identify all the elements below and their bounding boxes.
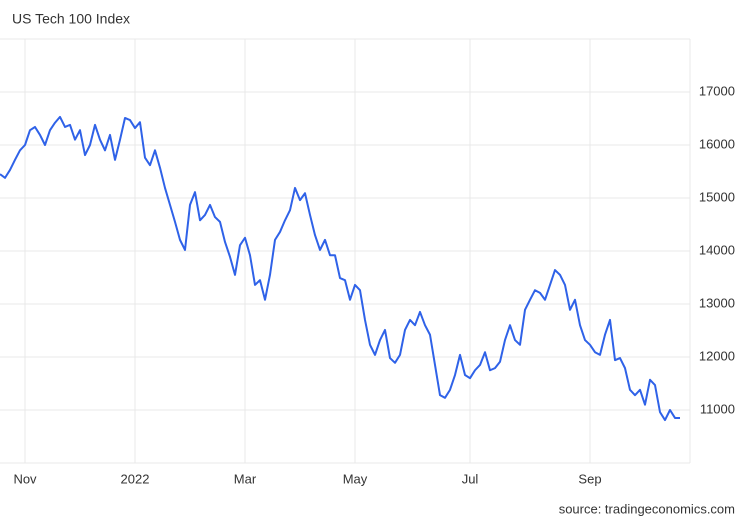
x-tick-label: Nov bbox=[13, 471, 37, 486]
y-tick-label: 16000 bbox=[699, 136, 735, 151]
x-tick-label: May bbox=[343, 471, 368, 486]
y-tick-label: 13000 bbox=[699, 295, 735, 310]
chart-title: US Tech 100 Index bbox=[12, 11, 130, 27]
x-tick-label: Sep bbox=[578, 471, 601, 486]
x-tick-label: 2022 bbox=[121, 471, 150, 486]
source-note: source: tradingeconomics.com bbox=[559, 501, 735, 516]
x-tick-label: Mar bbox=[234, 471, 257, 486]
y-tick-label: 14000 bbox=[699, 242, 735, 257]
x-tick-label: Jul bbox=[462, 471, 479, 486]
y-tick-label: 12000 bbox=[699, 348, 735, 363]
y-tick-label: 15000 bbox=[699, 189, 735, 204]
data-line bbox=[0, 115, 680, 422]
y-tick-label: 17000 bbox=[699, 83, 735, 98]
y-tick-label: 11000 bbox=[700, 401, 735, 416]
